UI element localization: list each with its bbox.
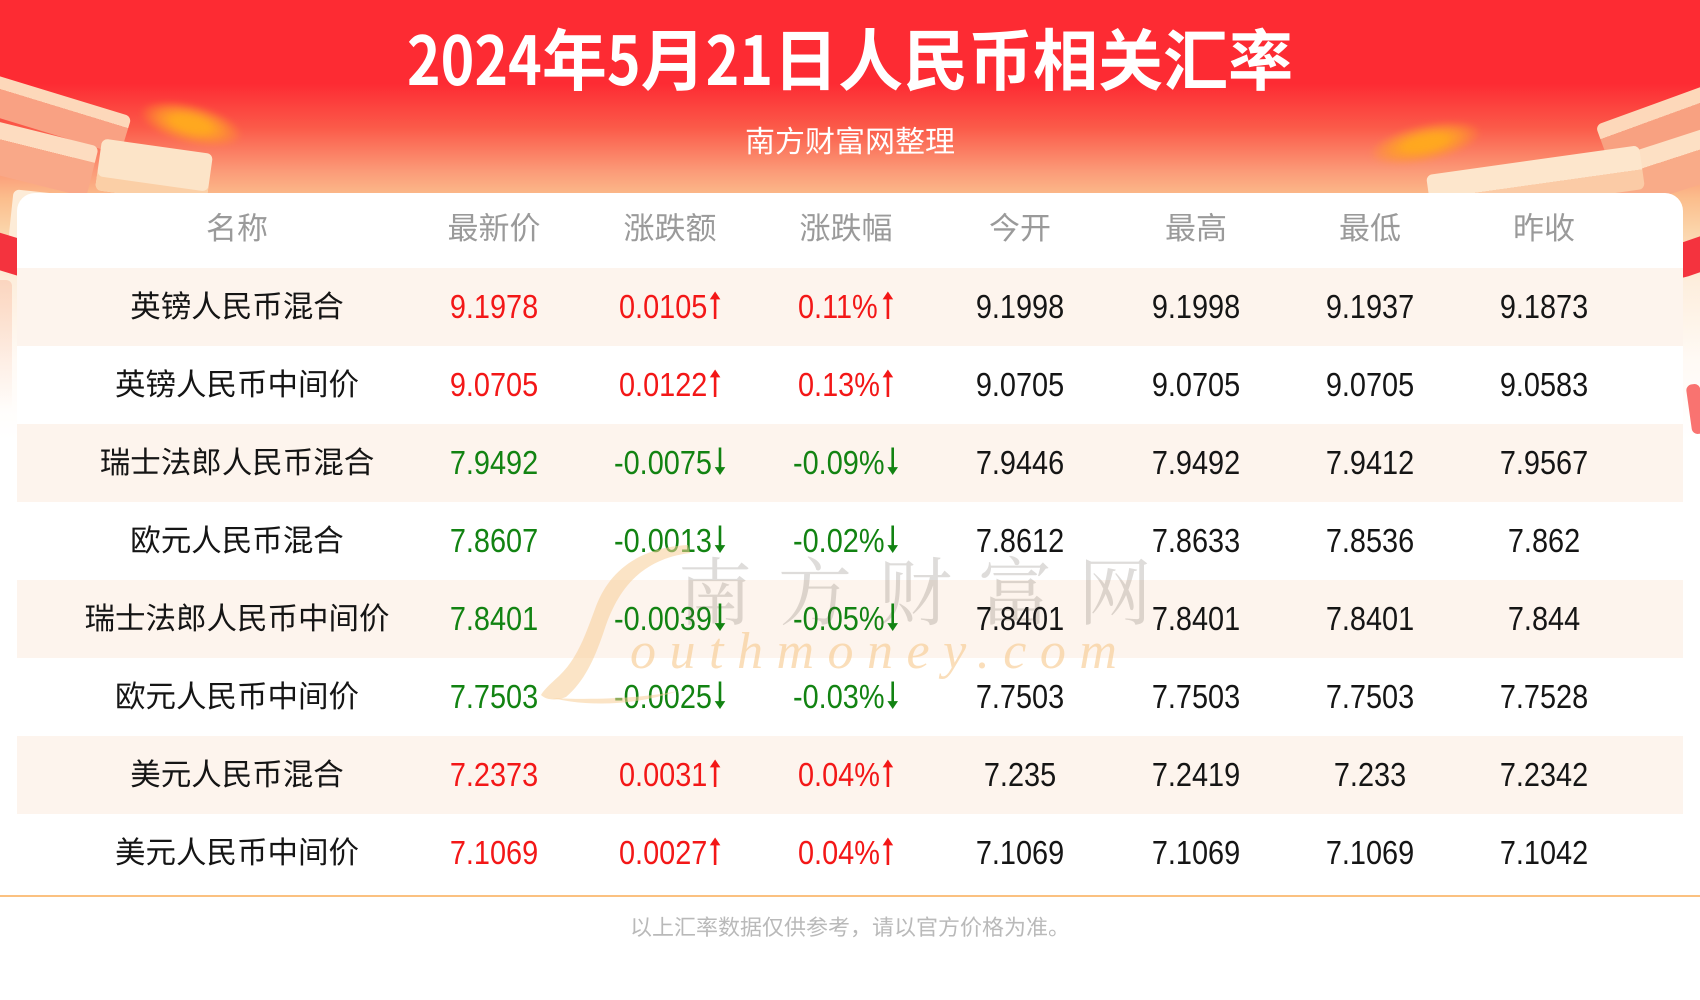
svg-text:outhmoney.com: outhmoney.com: [630, 623, 1130, 680]
